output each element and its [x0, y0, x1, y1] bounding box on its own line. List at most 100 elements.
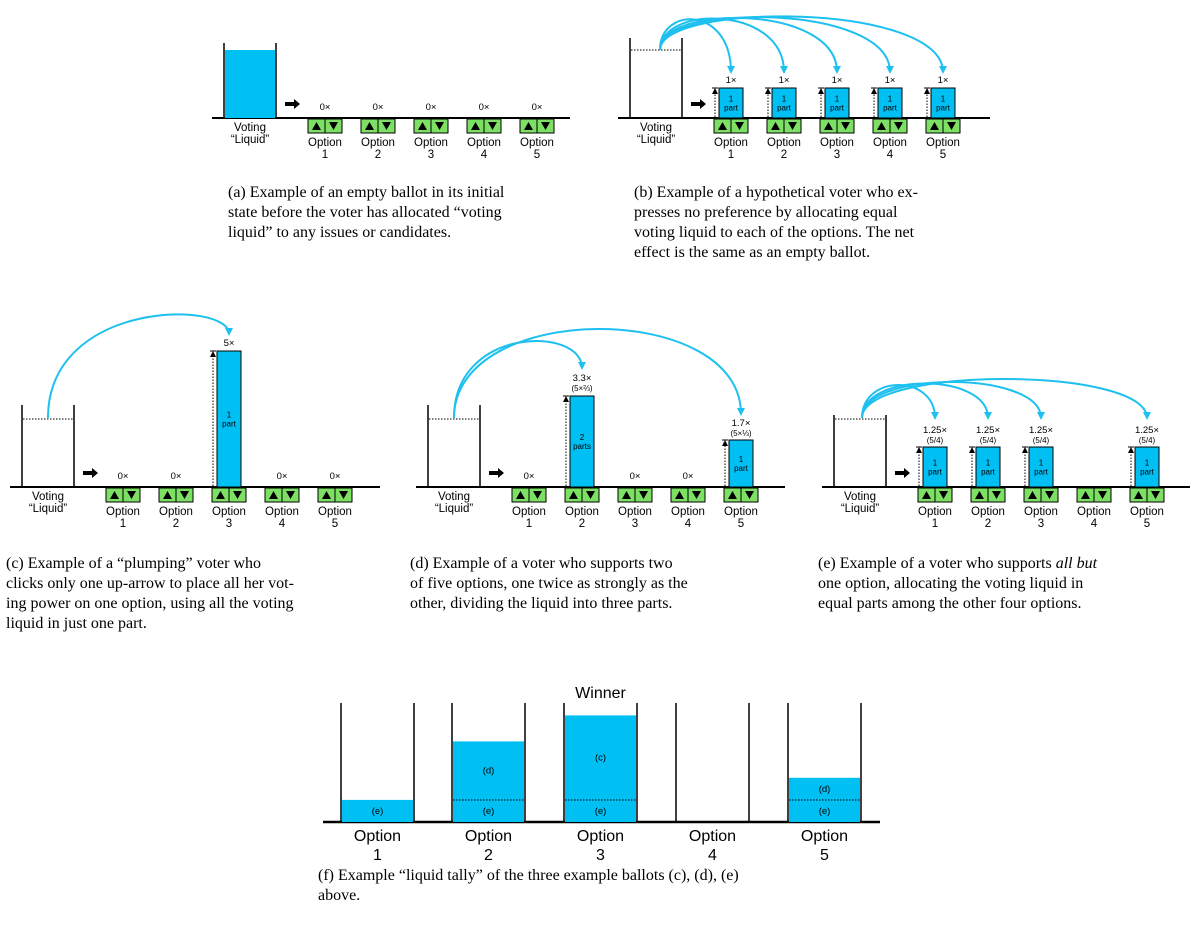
multiplier-fraction: (5/4): [980, 436, 997, 445]
tally-segment-label: (e): [372, 806, 384, 817]
multiplier-fraction: (5/4): [1139, 436, 1156, 445]
allocated-liquid: [877, 87, 903, 119]
down-arrow-icon: [533, 491, 542, 499]
multiplier-fraction: (5/4): [1033, 436, 1050, 445]
option-buttons-5: [519, 118, 555, 134]
option-number: 5: [940, 149, 946, 161]
option-label: Option: [361, 137, 395, 149]
option-label: Option: [106, 506, 140, 518]
tally-liquid-option-3: [565, 715, 636, 822]
panel-a: Voting“Liquid” Option1Option2Option3Optio…: [212, 43, 570, 241]
multiplier: 1×: [779, 75, 790, 86]
parts-label: 1: [933, 459, 938, 468]
up-arrow-icon: [269, 491, 278, 499]
option-buttons-5: [1129, 487, 1165, 503]
source-label: Voting: [844, 491, 876, 503]
option-label: Option: [918, 506, 952, 518]
multiplier: 0×: [118, 471, 129, 482]
up-arrow-icon: [1028, 491, 1037, 499]
option-buttons-1: [511, 487, 547, 503]
multiplier: 1.7×: [732, 418, 751, 429]
down-arrow-icon: [435, 122, 444, 130]
parts-label: part: [724, 104, 739, 113]
option-number: 4: [1091, 518, 1098, 530]
option-label: Option: [820, 137, 854, 149]
tally-option-number: 4: [708, 847, 717, 864]
parts-label: 1: [729, 95, 734, 104]
down-arrow-icon: [1151, 491, 1160, 499]
option-label: Option: [414, 137, 448, 149]
caption-d: other, dividing the liquid into three pa…: [410, 595, 672, 612]
down-arrow-icon: [586, 491, 595, 499]
caption-c: ing power on one option, using all the v…: [6, 595, 294, 612]
tally-option-number: 1: [373, 847, 382, 864]
option-buttons-4: [466, 118, 502, 134]
option-buttons-5: [723, 487, 759, 503]
allocated-liquid-option-3: [216, 350, 242, 488]
source-label: Voting: [32, 491, 64, 503]
option-buttons-2: [360, 118, 396, 134]
up-arrow-icon: [569, 491, 578, 499]
tally-liquid-option-5: [789, 777, 860, 822]
up-arrow-icon: [524, 122, 533, 130]
option-buttons-4: [264, 487, 300, 503]
down-arrow-icon: [1098, 491, 1107, 499]
caption-e-italic: all but: [1056, 555, 1098, 572]
caption-c: liquid in just one part.: [6, 615, 147, 632]
option-number: 5: [1144, 518, 1150, 530]
option-label: Option: [565, 506, 599, 518]
option-buttons-1: [105, 487, 141, 503]
parts-label: part: [1034, 468, 1049, 477]
up-arrow-icon: [110, 491, 119, 499]
curved-arrow-icon: [453, 339, 586, 419]
option-number: 2: [579, 518, 585, 530]
option-number: 5: [332, 518, 338, 530]
option-label: Option: [318, 506, 352, 518]
multiplier: 0×: [277, 471, 288, 482]
multiplier: 1×: [938, 75, 949, 86]
down-arrow-icon: [841, 122, 850, 130]
option-number: 2: [985, 518, 991, 530]
caption-c: clicks only one up-arrow to place all he…: [6, 575, 294, 592]
down-arrow-icon: [894, 122, 903, 130]
tally-segment-label: (e): [483, 806, 495, 817]
tally-option-number: 3: [596, 847, 605, 864]
up-arrow-icon: [824, 122, 833, 130]
option-label: Option: [724, 506, 758, 518]
up-arrow-icon: [877, 122, 886, 130]
up-arrow-icon: [728, 491, 737, 499]
allocated-liquid: [771, 87, 797, 119]
height-arrow-icon: [916, 447, 922, 453]
option-label: Option: [671, 506, 705, 518]
multiplier: 0×: [630, 471, 641, 482]
source-label: Voting: [438, 491, 470, 503]
allocated-liquid-option-2: [569, 395, 595, 488]
down-arrow-icon: [286, 491, 295, 499]
option-buttons-3: [617, 487, 653, 503]
option-number: 3: [632, 518, 638, 530]
panel-e: Voting“Liquid” Option1Option2Option3Optio…: [818, 378, 1190, 612]
option-label: Option: [265, 506, 299, 518]
parts-label: part: [928, 468, 943, 477]
option-label: Option: [618, 506, 652, 518]
panel-c: Voting“Liquid” Option1Option2Option3Optio…: [6, 313, 380, 632]
parts-label: 1: [1145, 459, 1150, 468]
source-label-liquid: “Liquid”: [435, 503, 474, 515]
allocated-liquid: [922, 446, 948, 488]
parts-label: 1: [739, 455, 744, 464]
up-arrow-icon: [771, 122, 780, 130]
allocated-liquid: [824, 87, 850, 119]
panel-d: Voting“Liquid” Option1Option2Option3Optio…: [410, 328, 785, 612]
right-arrow-icon: [83, 468, 98, 478]
panel-b: Voting“Liquid” Option1Option2Option3Optio…: [618, 15, 990, 261]
option-buttons-1: [917, 487, 953, 503]
option-buttons-4: [670, 487, 706, 503]
right-arrow-icon: [691, 99, 706, 109]
multiplier: 0×: [330, 471, 341, 482]
parts-label: 1: [986, 459, 991, 468]
multiplier-fraction: (5×⅓): [730, 429, 751, 438]
height-arrow-icon: [563, 396, 569, 402]
tally-option-label: Option: [465, 828, 512, 845]
down-arrow-icon: [735, 122, 744, 130]
height-arrow-icon: [210, 351, 216, 357]
